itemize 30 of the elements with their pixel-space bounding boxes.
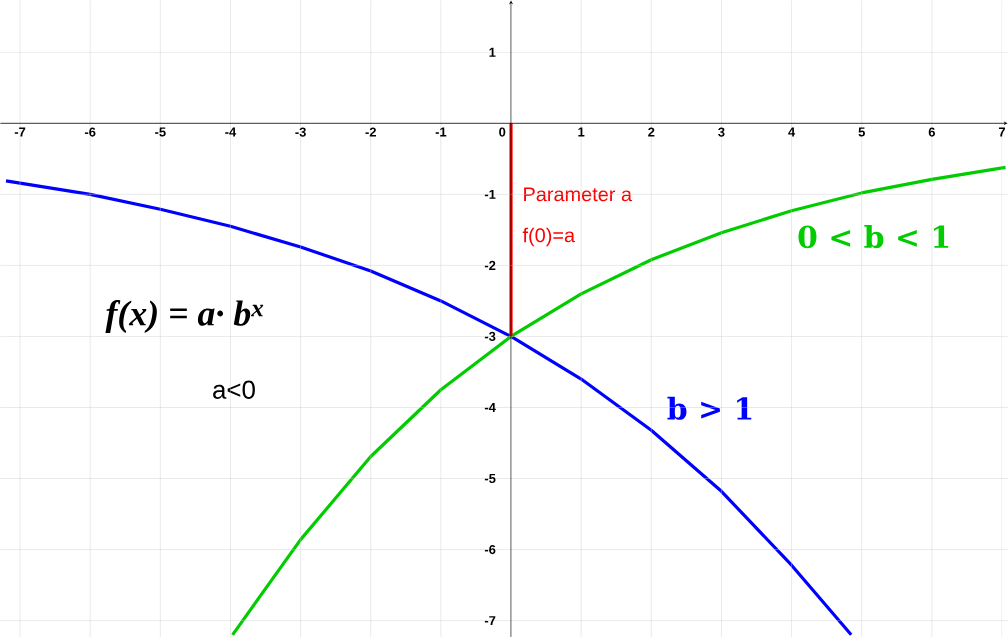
series-label: 0 < b < 1 [798,224,949,248]
annotation: Parameter a [524,187,633,202]
annotation: a<0 [213,380,255,399]
x-tick-label: -3 [295,127,306,137]
x-tick-label: -4 [225,127,237,137]
x-tick-label: 0 [499,127,506,137]
y-tick-label: -7 [484,616,496,625]
x-tick-label: 3 [718,127,725,137]
y-tick-label: -3 [484,331,496,341]
x-tick-label: 5 [858,127,865,137]
annotation: f(0)=a [522,227,576,247]
x-tick-label: 1 [578,127,585,137]
y-tick-label: -2 [484,260,496,270]
y-tick-label: -6 [484,544,496,554]
y-tick-label: 1 [489,47,496,57]
y-tick-label: -5 [484,473,496,483]
x-tick-label: -6 [84,127,96,137]
x-tick-label: -5 [155,127,166,137]
x-tick-label: 4 [788,127,796,137]
line-series [4,179,853,637]
y-tick-label: -4 [484,402,496,412]
y-tick-label: -1 [484,189,496,199]
x-tick-label: -2 [365,127,376,137]
annotation: f(x) = a· b$^{x}$ [105,299,264,333]
x-tick-label: 2 [648,127,655,137]
series-label: b > 1 [667,396,752,420]
x-tick-label: 7 [998,127,1006,137]
x-tick-label: -7 [14,127,26,137]
x-tick-label: -1 [435,127,447,137]
x-tick-label: 6 [928,127,935,137]
